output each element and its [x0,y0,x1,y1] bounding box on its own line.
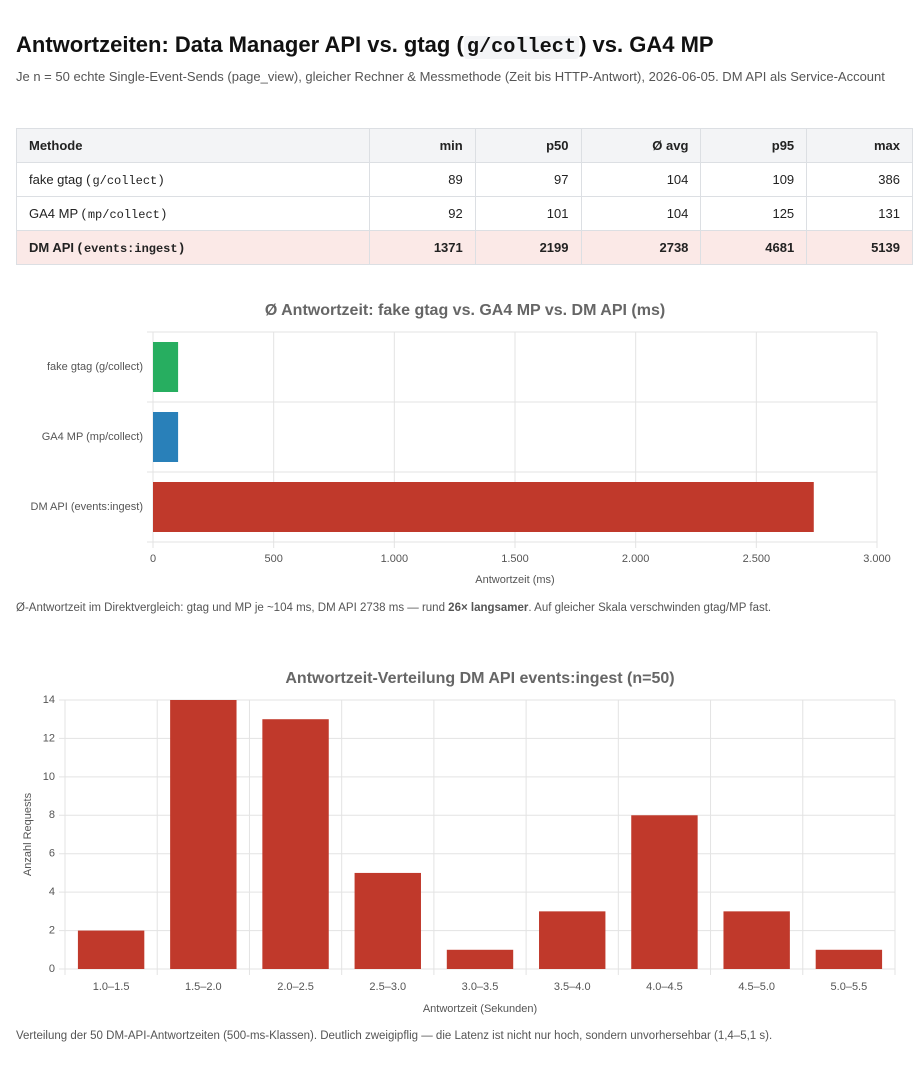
caption-bold: 26× langsamer [448,602,529,614]
x-tick-label: 1.500 [501,553,529,565]
value-cell: 1371 [368,230,476,265]
bar [153,342,179,392]
bar [723,911,790,969]
histogram-chart: Antwortzeit-Verteilung DM API events:ing… [22,670,896,1015]
method-cell: DM API (events:ingest) [16,230,370,265]
x-tick-label: 1.5–2.0 [185,981,222,993]
value-cell: 109 [700,162,808,197]
value-cell: 386 [806,162,913,197]
column-header: max [806,128,913,163]
caption-text: Verteilung der 50 DM-API-Antwortzeiten (… [16,1030,773,1042]
x-tick-label: 1.0–1.5 [93,981,130,993]
bar [354,872,421,969]
method-cell: fake gtag (g/collect) [16,162,370,197]
y-tick-label: 2 [49,924,55,936]
value-cell: 104 [580,196,702,231]
x-tick-label: 2.500 [743,553,771,565]
bar [77,930,145,969]
x-tick-label: 500 [264,553,282,565]
title-text: Antwortzeiten: Data Manager API vs. gtag… [16,32,464,57]
value-cell: 2199 [474,230,582,265]
value-cell: 89 [368,162,476,197]
bar [815,949,883,969]
title-code: g/collect [463,36,580,59]
avg-chart: Ø Antwortzeit: fake gtag vs. GA4 MP vs. … [31,302,891,586]
column-header: Methode [16,128,370,163]
value-cell: 2738 [580,230,702,265]
bar [170,700,237,969]
bar [446,949,514,969]
bar [539,911,606,969]
caption-text: Ø-Antwortzeit im Direktvergleich: gtag u… [16,602,449,614]
x-axis-label: Antwortzeit (ms) [475,574,554,586]
column-header: p95 [700,128,808,163]
value-cell: 101 [474,196,582,231]
x-tick-label: 4.0–4.5 [646,981,683,993]
x-tick-label: 1.000 [381,553,409,565]
header-row: Methode min p50 Ø avg p95 max [16,128,913,163]
method-text: fake gtag ( [29,171,91,187]
caption-text: . Auf gleicher Skala verschwinden gtag/M… [528,602,772,614]
bar [153,412,179,462]
value-cell: 97 [474,162,582,197]
x-tick-label: 3.0–3.5 [462,981,499,993]
x-tick-label: 5.0–5.5 [831,981,868,993]
method-cell: GA4 MP (mp/collect) [16,196,370,231]
y-tick-label: 12 [43,732,55,744]
x-tick-label: 4.5–5.0 [738,981,775,993]
value-cell: 131 [806,196,913,231]
column-header: p50 [474,128,582,163]
x-tick-label: 2.0–2.5 [277,981,314,993]
bar [262,719,329,969]
y-tick-label: 8 [49,809,55,821]
title-text: ) vs. GA4 MP [579,32,714,57]
y-tick-label: 6 [49,848,55,860]
method-code: mp/collect [87,207,160,222]
method-text: GA4 MP ( [29,205,86,221]
y-tick-label: 10 [43,771,55,783]
caption: Ø-Antwortzeit im Direktvergleich: gtag u… [16,602,771,614]
x-axis-label: Antwortzeit (Sekunden) [423,1003,537,1015]
method-code: events:ingest [83,241,178,256]
x-tick-label: 3.000 [863,553,891,565]
subtitle: Je n = 50 echte Single-Event-Sends (page… [16,69,885,84]
chart-title: Antwortzeit-Verteilung DM API events:ing… [285,670,674,687]
column-header: Ø avg [580,128,702,163]
x-tick-label: 2.000 [622,553,650,565]
table-row: DM API (events:ingest) 1371 2199 2738 4681 51… [16,230,913,265]
y-tick-label: 4 [49,886,55,898]
value-cell: 125 [700,196,808,231]
method-text: ) [161,205,167,221]
method-code: g/collect [92,173,158,188]
table-row: GA4 MP (mp/collect) 92 101 104 125 131 [16,196,913,231]
x-tick-label: 0 [150,553,156,565]
x-tick-label: 2.5–3.0 [369,981,406,993]
method-text: DM API ( [29,239,82,255]
method-text: ) [179,239,184,255]
value-cell: 5139 [806,230,913,265]
bar [631,815,698,969]
y-tick-label: 0 [49,963,55,975]
y-axis-label: Anzahl Requests [22,792,34,876]
value-cell: 4681 [700,230,808,265]
bar [153,482,814,532]
column-header: min [368,128,476,163]
y-tick-label: fake gtag (g/collect) [47,361,143,373]
value-cell: 92 [368,196,476,231]
table-row: fake gtag (g/collect) 89 97 104 109 386 [16,162,913,197]
y-tick-label: GA4 MP (mp/collect) [42,431,143,443]
chart-title: Ø Antwortzeit: fake gtag vs. GA4 MP vs. … [265,302,665,319]
y-tick-label: 14 [43,694,55,706]
stats-table: Methode min p50 Ø avg p95 max fake gtag (g/col… [16,128,913,265]
x-tick-label: 3.5–4.0 [554,981,591,993]
value-cell: 104 [580,162,702,197]
method-text: ) [159,171,164,187]
caption: Verteilung der 50 DM-API-Antwortzeiten (… [16,1030,772,1042]
y-tick-label: DM API (events:ingest) [31,501,144,513]
page-title: Antwortzeiten: Data Manager API vs. gtag… [16,32,714,59]
